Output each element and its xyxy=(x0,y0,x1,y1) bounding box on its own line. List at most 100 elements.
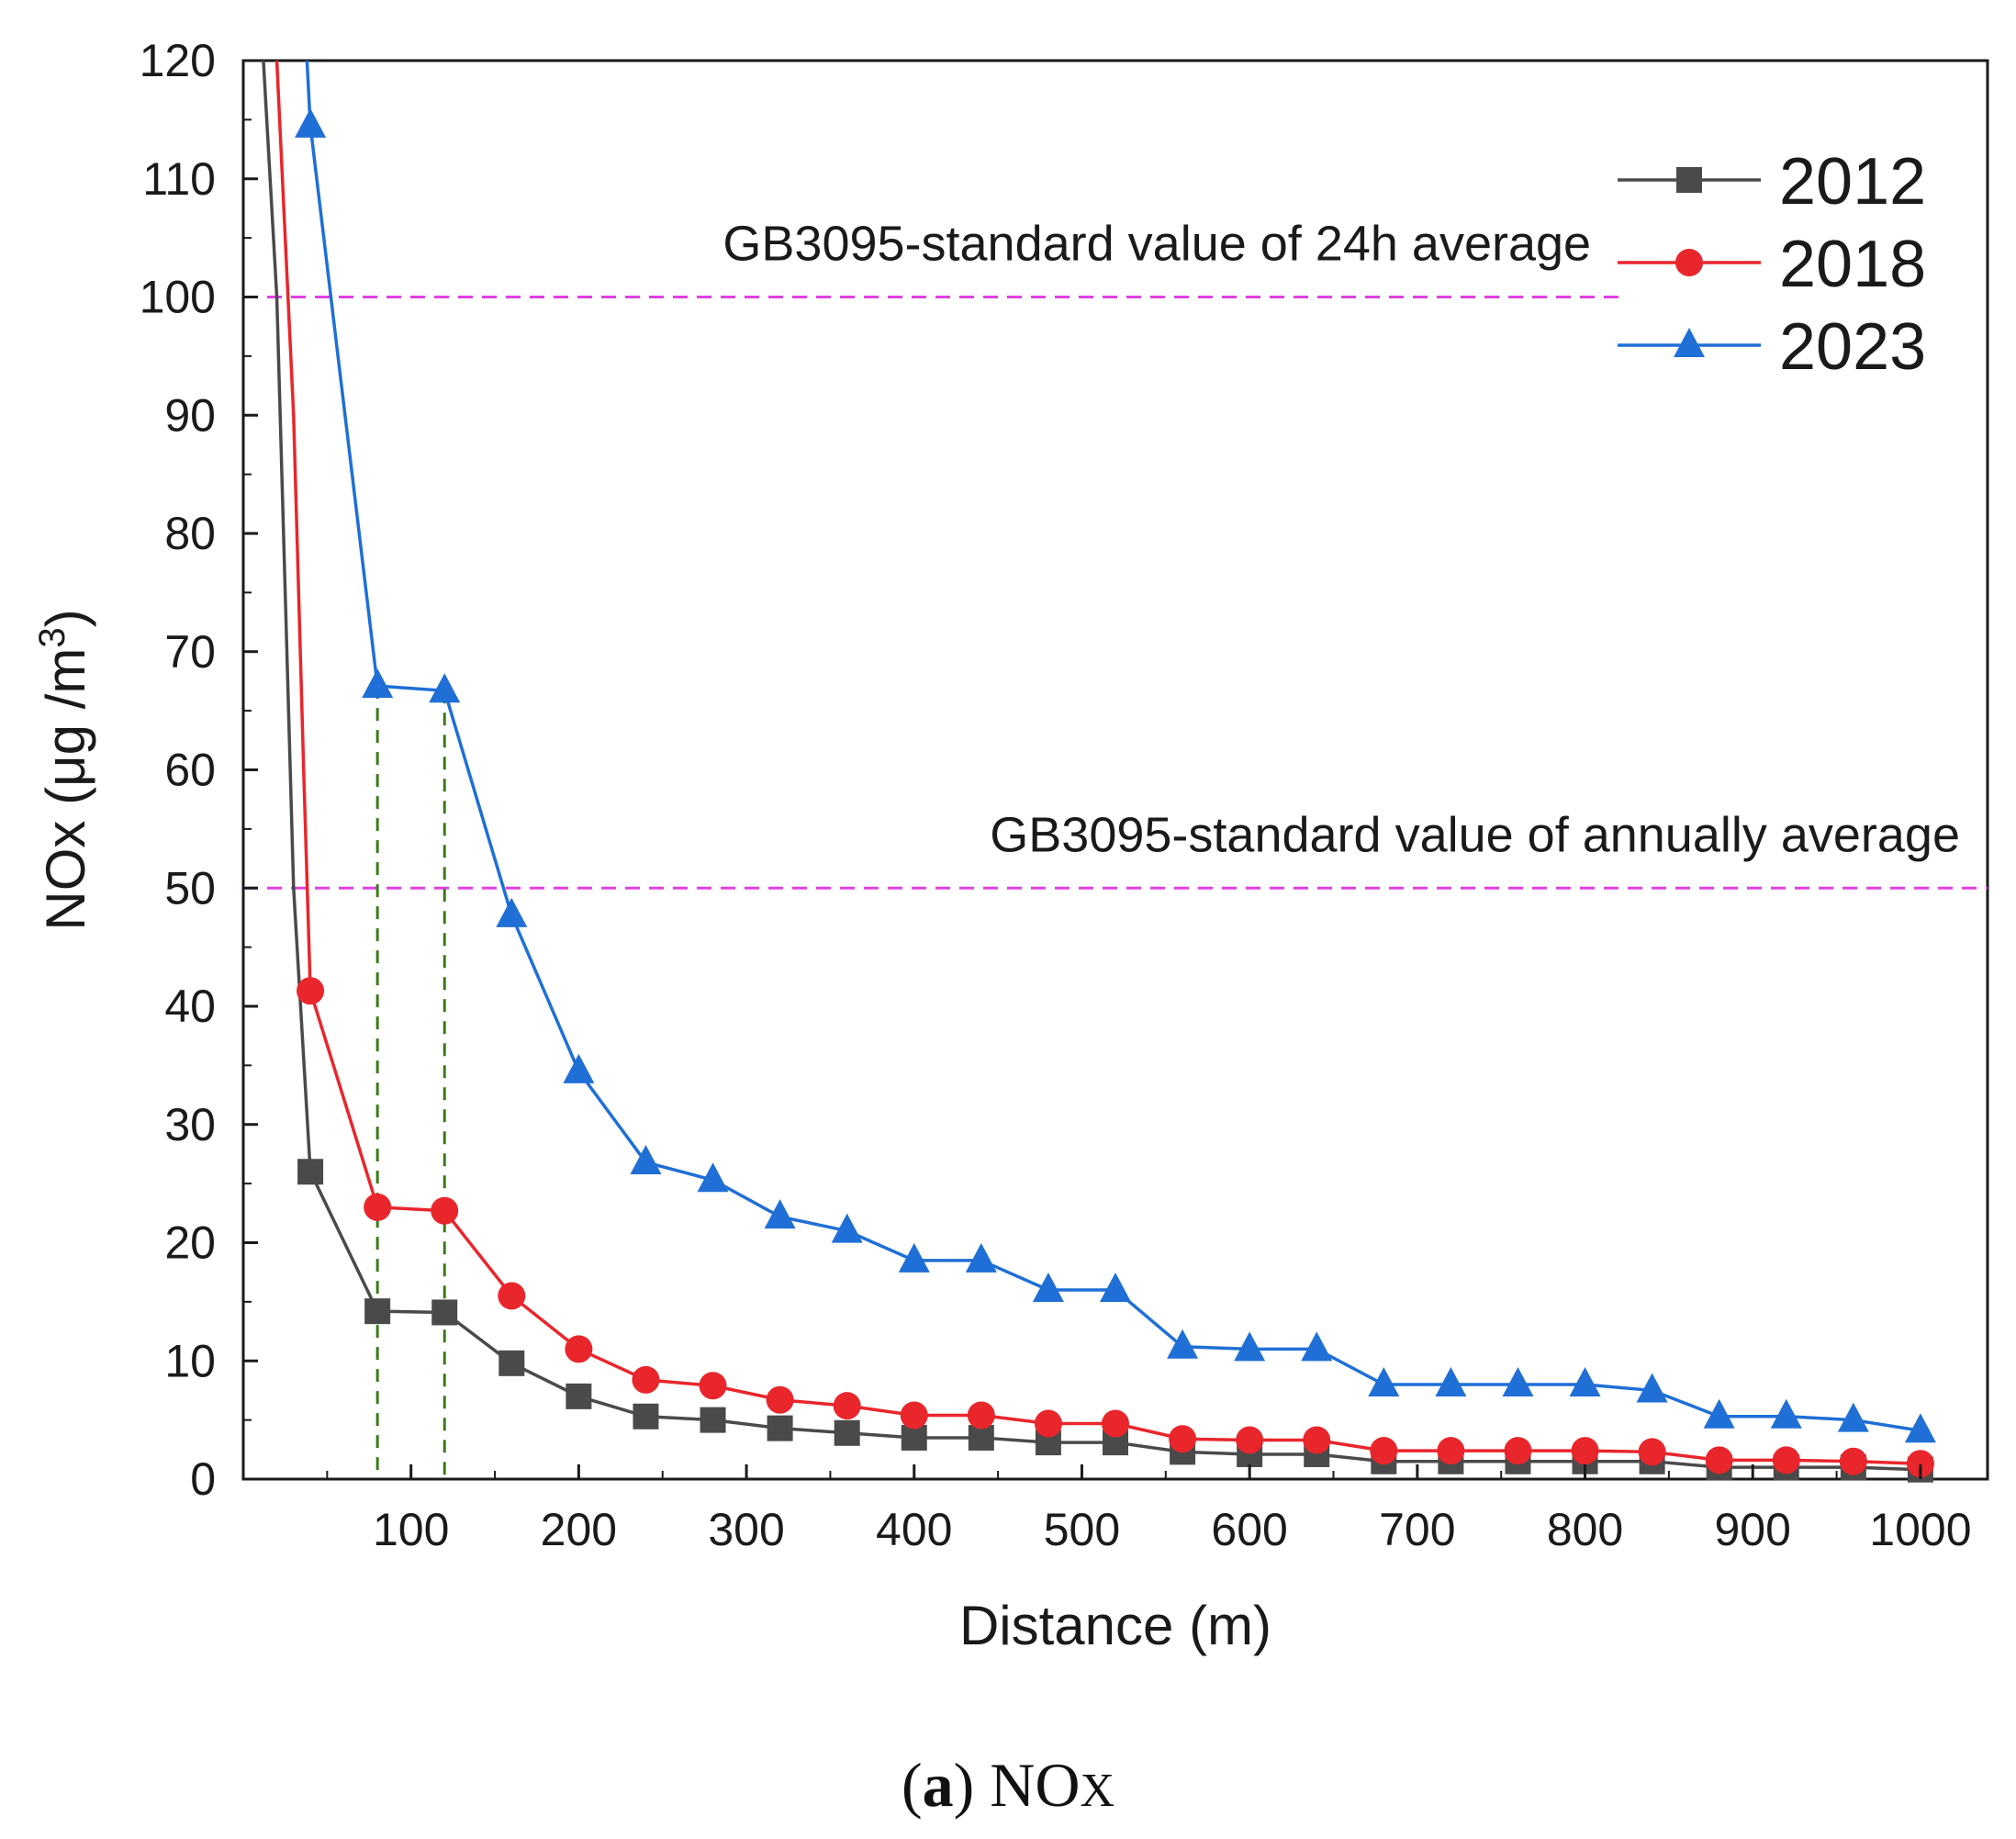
point-2023-1000 xyxy=(1904,1413,1936,1443)
y-tick-label-60: 60 xyxy=(164,745,216,796)
x-tick-label-400: 400 xyxy=(876,1504,952,1555)
point-2012-80 xyxy=(364,1298,391,1325)
y-tick-label-0: 0 xyxy=(190,1453,216,1505)
point-2023-760 xyxy=(1502,1367,1534,1396)
caption-label: a xyxy=(922,1750,954,1820)
point-2023-360 xyxy=(831,1213,863,1243)
point-2023-320 xyxy=(764,1199,796,1229)
point-2012-440 xyxy=(968,1424,994,1451)
y-tick-label-80: 80 xyxy=(164,508,216,559)
point-2023-680 xyxy=(1368,1367,1400,1396)
point-2018-240 xyxy=(632,1365,660,1394)
point-2018-360 xyxy=(833,1392,861,1420)
point-2018-960 xyxy=(1839,1447,1867,1475)
point-2023-600 xyxy=(1234,1331,1266,1362)
point-2023-520 xyxy=(1100,1273,1131,1302)
point-2018-120 xyxy=(431,1196,459,1225)
point-2018-720 xyxy=(1437,1437,1465,1465)
reference-label-100: GB3095-standard value of 24h average xyxy=(722,217,1591,272)
point-2018-440 xyxy=(967,1401,995,1430)
point-2023-280 xyxy=(697,1162,729,1193)
y-tick-label-40: 40 xyxy=(164,981,216,1032)
point-2018-680 xyxy=(1370,1437,1398,1465)
point-2018-80 xyxy=(364,1193,392,1221)
point-2023-440 xyxy=(965,1242,997,1273)
point-2023-920 xyxy=(1770,1398,1802,1429)
point-2018-640 xyxy=(1303,1426,1331,1454)
point-2023-960 xyxy=(1837,1402,1869,1432)
point-2012-360 xyxy=(834,1419,860,1446)
reference-label-50: GB3095-standard value of annually averag… xyxy=(990,807,1960,862)
vertical-guides xyxy=(375,686,446,1479)
series-group xyxy=(262,61,1936,1483)
nox-chart: GB3095-standard value of 24h average GB30… xyxy=(32,35,1989,1656)
legend-marker-2012 xyxy=(1676,167,1702,193)
point-2012-160 xyxy=(498,1350,525,1376)
y-tick-label-90: 90 xyxy=(164,389,216,441)
point-2012-400 xyxy=(901,1424,927,1451)
point-2023-560 xyxy=(1167,1329,1199,1359)
y-tick-label-30: 30 xyxy=(164,1099,216,1150)
legend-label-2023: 2023 xyxy=(1779,310,1926,384)
point-2018-1000 xyxy=(1906,1450,1934,1478)
legend-label-2018: 2018 xyxy=(1779,228,1926,301)
x-tick-label-500: 500 xyxy=(1044,1504,1120,1555)
reference-lines: GB3095-standard value of 24h average GB30… xyxy=(243,217,1988,890)
caption-text: NO xyxy=(974,1750,1081,1820)
y-tick-label-50: 50 xyxy=(164,862,216,914)
caption-sub: X xyxy=(1080,1765,1115,1817)
point-2018-760 xyxy=(1504,1437,1532,1465)
legend-marker-2023 xyxy=(1674,328,1705,357)
point-2018-480 xyxy=(1034,1409,1062,1438)
x-tick-label-800: 800 xyxy=(1547,1504,1623,1555)
point-2023-240 xyxy=(630,1144,662,1174)
y-tick-label-110: 110 xyxy=(142,153,216,205)
point-2018-840 xyxy=(1638,1438,1666,1466)
point-2018-200 xyxy=(565,1335,593,1363)
point-2012-120 xyxy=(431,1299,458,1326)
series-2018 xyxy=(274,61,1934,1478)
point-2018-520 xyxy=(1102,1409,1129,1438)
series-line-2012 xyxy=(262,61,1921,1472)
point-2012-280 xyxy=(700,1407,726,1433)
point-2023-480 xyxy=(1032,1273,1064,1302)
figure-caption: (a) NOX xyxy=(901,1750,1115,1820)
point-2018-880 xyxy=(1705,1446,1733,1475)
point-2023-800 xyxy=(1569,1367,1601,1396)
x-tick-label-100: 100 xyxy=(373,1504,449,1555)
point-2023-160 xyxy=(496,897,528,927)
point-2012-320 xyxy=(767,1415,793,1441)
point-2023-80 xyxy=(362,668,394,699)
point-2023-640 xyxy=(1301,1331,1333,1362)
point-2023-880 xyxy=(1703,1398,1735,1429)
point-2023-400 xyxy=(898,1242,930,1273)
series-line-2023 xyxy=(305,61,1921,1432)
point-2018-280 xyxy=(699,1372,727,1400)
point-2023-200 xyxy=(563,1053,595,1083)
point-2018-40 xyxy=(297,977,325,1005)
point-2018-560 xyxy=(1169,1425,1197,1453)
point-2012-200 xyxy=(566,1383,592,1409)
series-2023 xyxy=(295,61,1936,1443)
y-axis-label-main: NOx (μg /m xyxy=(35,648,96,931)
point-2018-160 xyxy=(498,1282,526,1310)
y-tick-label-100: 100 xyxy=(140,272,216,323)
y-axis-label-close: ) xyxy=(35,609,96,627)
point-2018-600 xyxy=(1236,1426,1264,1454)
y-tick-label-70: 70 xyxy=(164,626,216,678)
plot-frame xyxy=(241,59,1989,1481)
legend-label-2012: 2012 xyxy=(1779,145,1926,219)
point-2018-400 xyxy=(900,1401,928,1430)
x-tick-label-600: 600 xyxy=(1211,1504,1287,1555)
axis-ticks: 0 10 20 30 40 50 60 70 80 90 100 110 120 100 200 300 400… xyxy=(140,35,1972,1555)
x-tick-label-1000: 1000 xyxy=(1869,1504,1971,1555)
point-2018-920 xyxy=(1772,1446,1800,1475)
x-tick-label-300: 300 xyxy=(708,1504,784,1555)
point-2023-840 xyxy=(1636,1373,1668,1403)
point-2023-720 xyxy=(1435,1367,1467,1396)
point-2023-40 xyxy=(295,107,327,138)
legend: 2012 2018 2023 xyxy=(1618,145,1926,384)
x-tick-label-700: 700 xyxy=(1379,1504,1455,1555)
point-2012-240 xyxy=(633,1403,659,1430)
x-tick-label-900: 900 xyxy=(1715,1504,1791,1555)
